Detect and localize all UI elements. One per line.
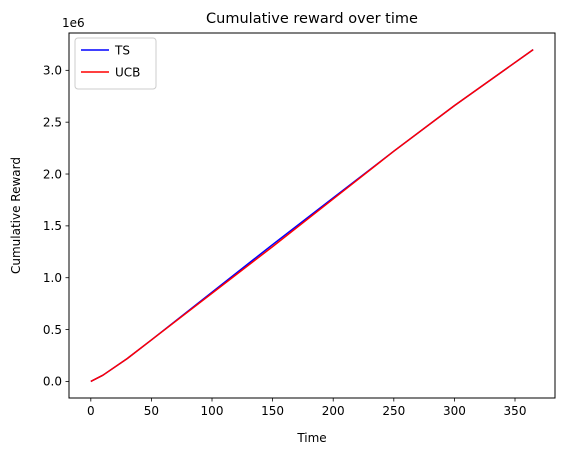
axes-frame [68,32,556,399]
x-tick-label: 200 [322,404,345,418]
x-tick-label: 50 [144,404,159,418]
y-tick-label: 0.5 [43,323,62,337]
y-tick-label: 3.0 [43,64,62,78]
chart-title: Cumulative reward over time [206,11,418,27]
x-axis: 0 50 100 150 200 250 300 350 [87,398,526,418]
y-tick-label: 0.0 [43,375,62,389]
y-tick-label: 1.0 [43,271,62,285]
y-tick-label: 1.5 [43,219,62,233]
y-axis-offset-text: 1e6 [62,16,85,30]
x-tick-label: 0 [87,404,95,418]
x-tick-label: 300 [443,404,466,418]
series-lines [90,48,534,383]
x-tick-label: 250 [382,404,405,418]
x-tick-label: 350 [504,404,527,418]
x-tick-label: 100 [201,404,224,418]
series-line-ucb [90,48,534,383]
legend: TS UCB [74,37,157,90]
y-tick-label: 2.0 [43,167,62,181]
x-tick-label: 150 [261,404,284,418]
x-axis-label: Time [296,431,326,445]
y-axis: 0.0 0.5 1.0 1.5 2.0 2.5 3.0 [43,64,69,389]
y-axis-label: Cumulative Reward [9,157,23,274]
legend-label-ts: TS [114,43,130,57]
y-tick-label: 2.5 [43,115,62,129]
legend-label-ucb: UCB [115,65,140,79]
